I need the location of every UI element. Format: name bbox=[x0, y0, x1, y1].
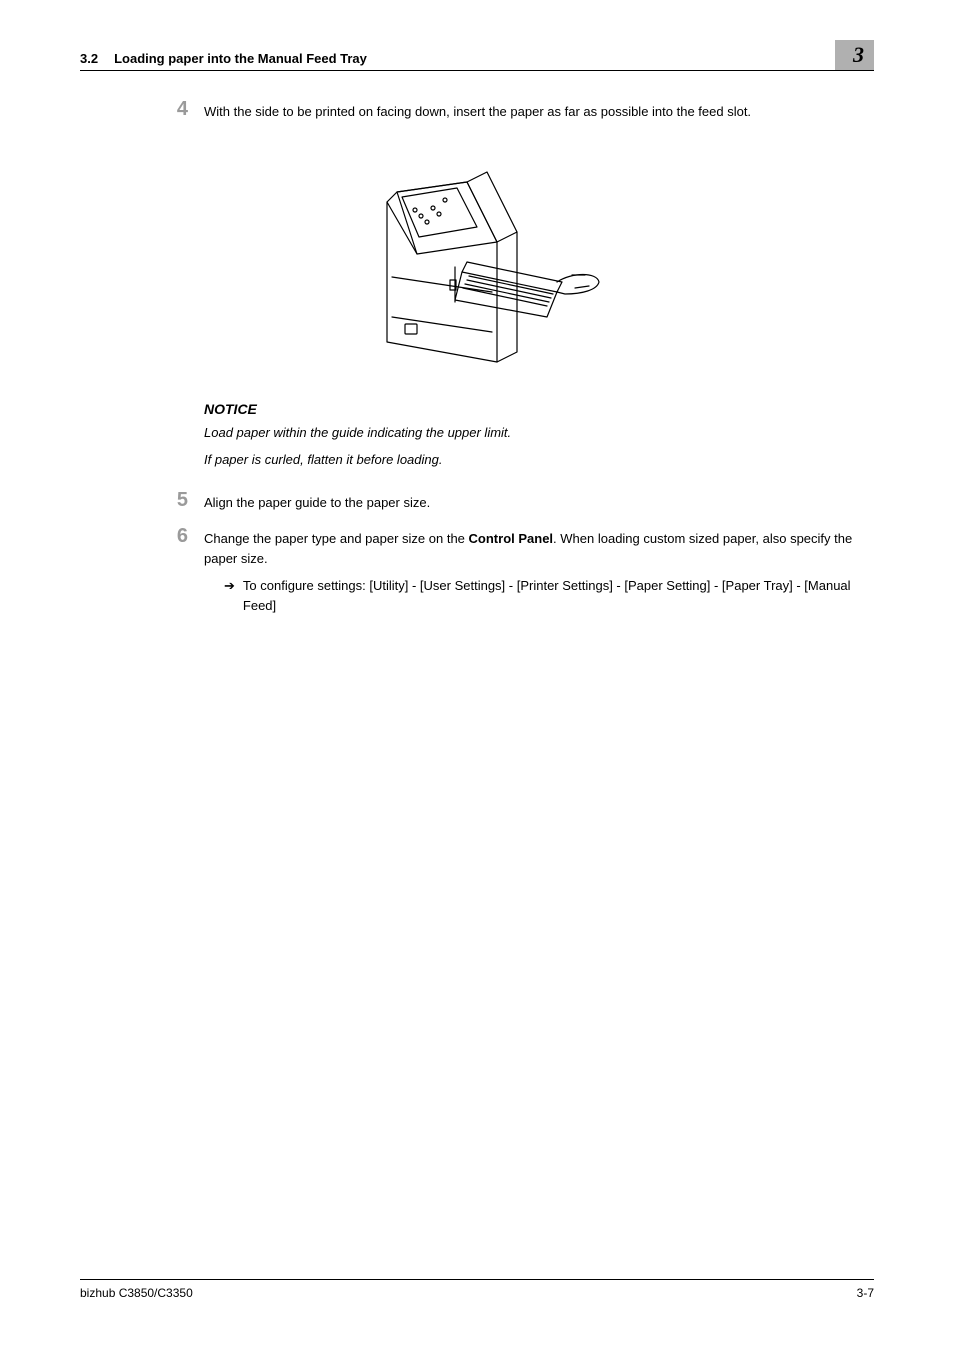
step-number: 5 bbox=[164, 490, 204, 513]
printer-icon bbox=[347, 142, 607, 372]
step-text-bold: Control Panel bbox=[469, 531, 554, 546]
page-container: 3.2 Loading paper into the Manual Feed T… bbox=[0, 0, 954, 1350]
page-header: 3.2 Loading paper into the Manual Feed T… bbox=[80, 40, 874, 71]
page-footer: bizhub C3850/C3350 3-7 bbox=[80, 1279, 874, 1300]
chapter-badge: 3 bbox=[835, 40, 874, 70]
sub-bullet-text: To configure settings: [Utility] - [User… bbox=[243, 576, 874, 615]
footer-right: 3-7 bbox=[857, 1286, 874, 1300]
step-body: With the side to be printed on facing do… bbox=[204, 99, 874, 122]
footer-left: bizhub C3850/C3350 bbox=[80, 1286, 193, 1300]
printer-illustration bbox=[80, 142, 874, 377]
step-body: Change the paper type and paper size on … bbox=[204, 526, 874, 615]
step-number: 6 bbox=[164, 526, 204, 615]
step-text: Align the paper guide to the paper size. bbox=[204, 495, 430, 510]
step-text: With the side to be printed on facing do… bbox=[204, 104, 751, 119]
step-6: 6 Change the paper type and paper size o… bbox=[164, 526, 874, 615]
notice-block: NOTICE Load paper within the guide indic… bbox=[204, 401, 874, 470]
section-number: 3.2 bbox=[80, 51, 98, 66]
notice-heading: NOTICE bbox=[204, 401, 874, 417]
step-4: 4 With the side to be printed on facing … bbox=[164, 99, 874, 122]
notice-line-1: Load paper within the guide indicating t… bbox=[204, 423, 874, 443]
step-number: 4 bbox=[164, 99, 204, 122]
arrow-icon: ➔ bbox=[224, 576, 235, 615]
section-title: Loading paper into the Manual Feed Tray bbox=[114, 51, 367, 66]
step-text-before: Change the paper type and paper size on … bbox=[204, 531, 469, 546]
notice-line-2: If paper is curled, flatten it before lo… bbox=[204, 450, 874, 470]
header-left: 3.2 Loading paper into the Manual Feed T… bbox=[80, 51, 835, 66]
step-body: Align the paper guide to the paper size. bbox=[204, 490, 874, 513]
sub-bullet: ➔ To configure settings: [Utility] - [Us… bbox=[224, 576, 874, 615]
step-5: 5 Align the paper guide to the paper siz… bbox=[164, 490, 874, 513]
